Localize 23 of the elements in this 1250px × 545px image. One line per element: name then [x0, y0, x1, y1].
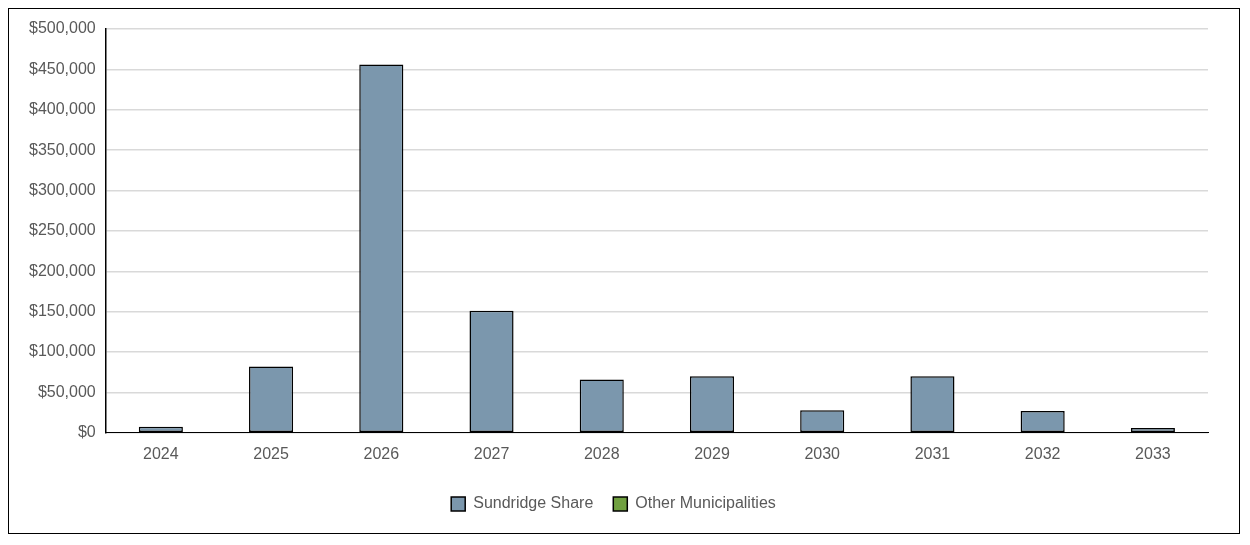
x-tick-label: 2027	[473, 444, 510, 462]
x-tick-label: 2024	[143, 444, 179, 462]
y-tick-label: $250,000	[29, 221, 96, 239]
x-tick-label: 2030	[804, 444, 841, 462]
x-tick-label: 2031	[914, 444, 951, 462]
y-tick-label: $100,000	[29, 342, 96, 360]
y-tick-label: $300,000	[29, 180, 96, 198]
legend-label: Sundridge Share	[473, 494, 594, 512]
y-tick-label: $200,000	[29, 261, 96, 279]
y-tick-label: $50,000	[37, 382, 96, 400]
y-tick-label: $0	[77, 423, 96, 441]
x-tick-label: 2032	[1024, 444, 1061, 462]
legend-label: Other Municipalities	[635, 494, 776, 512]
x-tick-label: 2026	[363, 444, 400, 462]
y-tick-label: $350,000	[29, 140, 96, 158]
x-tick-label: 2033	[1135, 444, 1171, 462]
y-tick-label: $450,000	[29, 59, 96, 77]
y-tick-label: $150,000	[29, 302, 96, 320]
y-tick-label: $500,000	[29, 19, 96, 37]
y-tick-label: $400,000	[29, 100, 96, 118]
x-tick-label: 2028	[583, 444, 620, 462]
x-tick-label: 2029	[694, 444, 730, 462]
x-tick-label: 2025	[253, 444, 289, 462]
